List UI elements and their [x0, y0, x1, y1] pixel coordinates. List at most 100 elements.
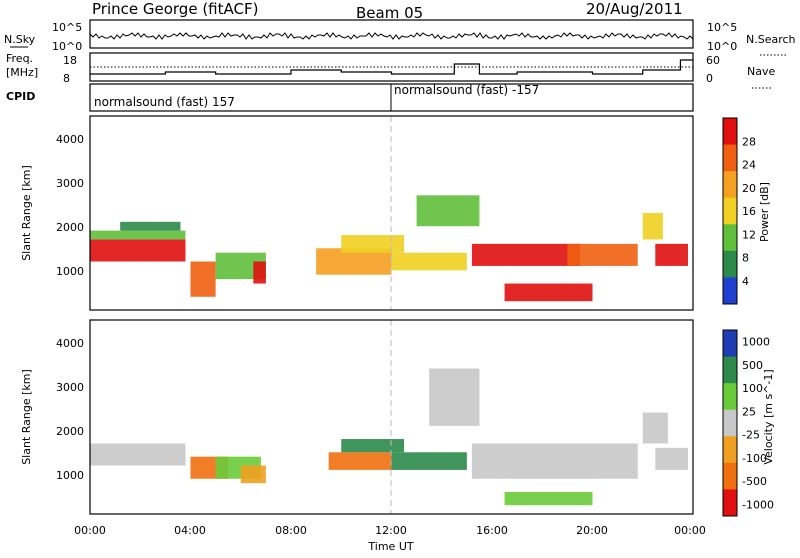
colorbar-frame — [722, 117, 738, 305]
colorbar-tick: -1000 — [742, 498, 774, 511]
nsearch-tick-low: 10^0 — [707, 40, 737, 53]
data-band-11 — [655, 447, 688, 470]
freq-unit: [MHz] — [6, 66, 38, 79]
colorbar-tick: 28 — [742, 135, 756, 148]
colorbar-swatch — [723, 330, 737, 358]
velocity-ytick-4000: 4000 — [56, 337, 84, 350]
cpid-segment-2: normalsound (fast) -157 — [394, 83, 539, 97]
velocity-colorbar-label: Velocity [m s^-1] — [762, 369, 775, 464]
velocity-ytick-2000: 2000 — [56, 425, 84, 438]
power-panel: Slant Range [km] 1000 2000 3000 4000 4 8 1… — [20, 115, 771, 311]
freq-tick-low: 8 — [63, 72, 70, 85]
colorbar-tick: 4 — [742, 275, 749, 288]
xtick-2400: 00:00 — [674, 524, 706, 537]
xtick-2000: 20:00 — [576, 524, 608, 537]
colorbar-tick: 1000 — [742, 336, 770, 349]
power-ytick-2000: 2000 — [56, 221, 84, 234]
cpid-panel: CPID normalsound (fast) 157 normalsound … — [6, 83, 694, 112]
power-colorbar: 4 8 12 16 20 24 28 — [722, 117, 756, 305]
colorbar-tick: 100 — [742, 382, 763, 395]
date-title: 20/Aug/2011 — [586, 0, 683, 18]
velocity-ytick-3000: 3000 — [56, 381, 84, 394]
colorbar-frame — [722, 329, 738, 517]
data-band-4 — [328, 452, 392, 470]
colorbar-tick: -25 — [742, 429, 760, 442]
velocity-data-layer — [90, 368, 688, 506]
data-band-2 — [120, 221, 181, 231]
colorbar-swatch — [723, 144, 737, 172]
xtick-0400: 04:00 — [174, 524, 206, 537]
data-band-0 — [90, 443, 186, 466]
power-data-layer — [90, 195, 688, 302]
data-band-8 — [391, 252, 467, 271]
colorbar-swatch — [723, 436, 737, 464]
colorbar-tick: 24 — [742, 159, 756, 172]
data-band-11 — [504, 283, 593, 302]
colorbar-tick: 16 — [742, 205, 756, 218]
velocity-ytick-1000: 1000 — [56, 469, 84, 482]
freq-panel: Freq. [MHz] 18 8 60 0 Nave — [6, 52, 775, 89]
station-title: Prince George (fitACF) — [92, 0, 258, 18]
data-band-9 — [504, 491, 593, 506]
data-band-10 — [642, 412, 668, 444]
nsearch-label: N.Search — [746, 33, 796, 46]
colorbar-tick: -100 — [742, 452, 767, 465]
nsearch-tick-high: 10^5 — [707, 21, 737, 34]
power-ytick-1000: 1000 — [56, 265, 84, 278]
colorbar-swatch — [723, 224, 737, 252]
colorbar-tick: 12 — [742, 228, 756, 241]
data-band-12 — [567, 243, 638, 266]
xtick-1200: 12:00 — [375, 524, 407, 537]
freq-tick-high: 18 — [63, 54, 77, 67]
colorbar-swatch — [723, 277, 737, 305]
velocity-ylabel: Slant Range [km] — [20, 369, 33, 465]
colorbar-swatch — [723, 489, 737, 517]
power-ylabel: Slant Range [km] — [20, 165, 33, 261]
nsky-tick-low: 10^0 — [52, 40, 82, 53]
colorbar-swatch — [723, 409, 737, 437]
data-band-9 — [416, 195, 480, 227]
data-band-5 — [253, 261, 266, 284]
colorbar-tick: 8 — [742, 252, 749, 265]
power-ytick-4000: 4000 — [56, 133, 84, 146]
data-band-6 — [391, 452, 467, 470]
colorbar-tick: -500 — [742, 475, 767, 488]
data-band-14 — [655, 243, 688, 266]
nsky-tick-high: 10^5 — [52, 21, 82, 34]
colorbar-swatch — [723, 118, 737, 146]
data-band-7 — [429, 368, 480, 426]
xtick-0000: 00:00 — [74, 524, 106, 537]
nave-tick-low: 0 — [706, 72, 713, 85]
beam-title: Beam 05 — [356, 4, 423, 22]
colorbar-tick: 500 — [742, 359, 763, 372]
data-band-10 — [471, 243, 580, 266]
colorbar-swatch — [723, 356, 737, 384]
colorbar-swatch — [723, 383, 737, 411]
velocity-colorbar: 1000 500 100 25 -25 -100 -500 -1000 — [722, 329, 774, 517]
data-band-3 — [190, 261, 216, 297]
data-band-0 — [90, 239, 186, 262]
time-axis: 00:00 04:00 08:00 12:00 16:00 20:00 00:0… — [74, 524, 706, 553]
nsky-panel: N.Sky 10^5 10^0 10^5 10^0 N.Search — [4, 19, 796, 56]
colorbar-swatch — [723, 250, 737, 278]
data-band-7 — [341, 235, 405, 253]
cpid-label: CPID — [6, 90, 35, 103]
data-band-13 — [642, 213, 663, 240]
data-band-8 — [471, 443, 638, 479]
data-band-5 — [341, 439, 405, 453]
nave-label: Nave — [747, 65, 775, 78]
cpid-segment-1: normalsound (fast) 157 — [94, 95, 235, 109]
colorbar-swatch — [723, 462, 737, 490]
xtick-1600: 16:00 — [476, 524, 508, 537]
power-ytick-3000: 3000 — [56, 177, 84, 190]
data-band-3 — [240, 465, 266, 484]
nsky-trace — [89, 32, 694, 40]
colorbar-swatch — [723, 171, 737, 199]
velocity-panel: Slant Range [km] 1000 2000 3000 4000 100… — [20, 319, 775, 517]
freq-label: Freq. — [6, 52, 33, 65]
power-colorbar-label: Power [dB] — [758, 182, 771, 242]
freq-trace — [90, 59, 693, 75]
colorbar-swatch — [723, 197, 737, 225]
data-band-1 — [90, 230, 186, 240]
